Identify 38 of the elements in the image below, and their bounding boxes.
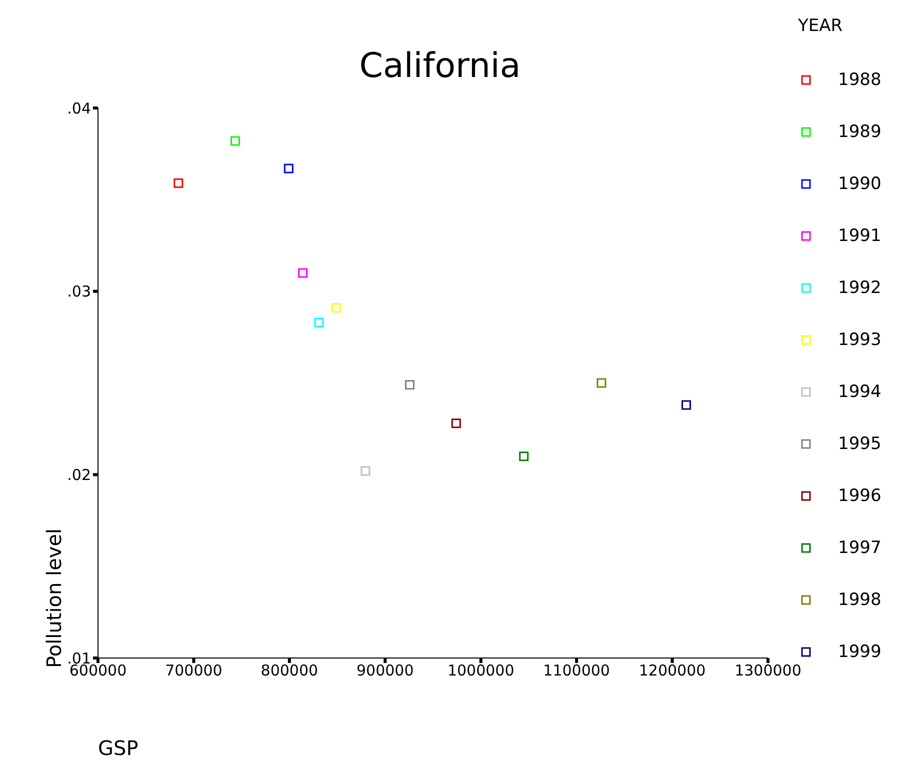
x-tick-label: 1000000 [447,662,514,680]
x-tick-label: 1200000 [638,662,706,680]
point [451,418,461,428]
x-tick-label: 900000 [356,662,414,680]
legend-label: 1988 [838,70,882,90]
x-tick-label: 800000 [260,662,318,680]
point [331,303,341,313]
point [174,178,184,188]
point [682,400,692,410]
x-tick-label: 1300000 [734,662,802,680]
y-tick-label: .04 [67,99,91,118]
legend-label: 1995 [838,434,882,454]
legend-label: 1999 [838,642,882,662]
legend-title: YEAR [798,16,844,36]
legend-label: 1993 [838,330,882,350]
legend-label: 1989 [838,122,882,142]
legend-label: 1990 [838,174,882,194]
point [596,378,606,388]
legend-label: 1998 [838,590,882,610]
legend-label: 1996 [838,486,882,506]
x-axis-title: GSP [98,736,138,760]
point [284,164,294,174]
point [314,318,324,328]
point [519,452,529,462]
point [360,466,370,476]
y-axis-title: Pollution level [42,528,66,668]
legend-label: 1991 [838,226,882,246]
point [230,136,240,146]
point [298,268,308,278]
x-tick-label: 700000 [165,662,222,680]
y-tick-label: .03 [67,282,91,301]
legend-label: 1992 [838,278,882,298]
legend-label: 1997 [838,538,882,558]
point [404,380,414,390]
legend-label: 1994 [838,382,882,402]
chart-title: California [358,46,522,86]
x-tick-label: 1100000 [543,662,610,680]
y-tick-label: .02 [67,466,91,484]
